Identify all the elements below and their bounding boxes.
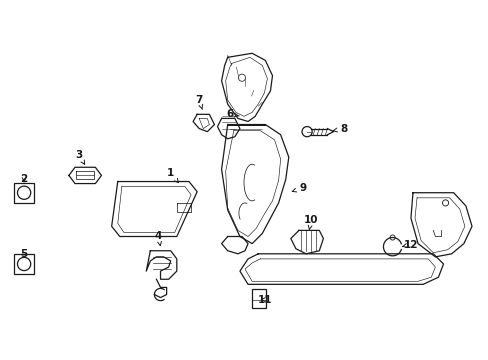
Text: 2: 2 bbox=[20, 175, 28, 184]
Text: 10: 10 bbox=[304, 215, 318, 225]
Text: 9: 9 bbox=[299, 183, 306, 193]
Text: 3: 3 bbox=[75, 150, 82, 160]
Bar bbox=[14, 254, 34, 274]
Bar bbox=[14, 183, 34, 203]
Text: 6: 6 bbox=[225, 109, 233, 120]
Text: 8: 8 bbox=[340, 123, 346, 134]
Text: 1: 1 bbox=[167, 168, 174, 179]
Text: 5: 5 bbox=[20, 249, 28, 259]
Text: 4: 4 bbox=[155, 231, 162, 242]
Text: 7: 7 bbox=[195, 95, 203, 105]
Text: 12: 12 bbox=[403, 240, 417, 249]
Text: 11: 11 bbox=[258, 294, 272, 305]
